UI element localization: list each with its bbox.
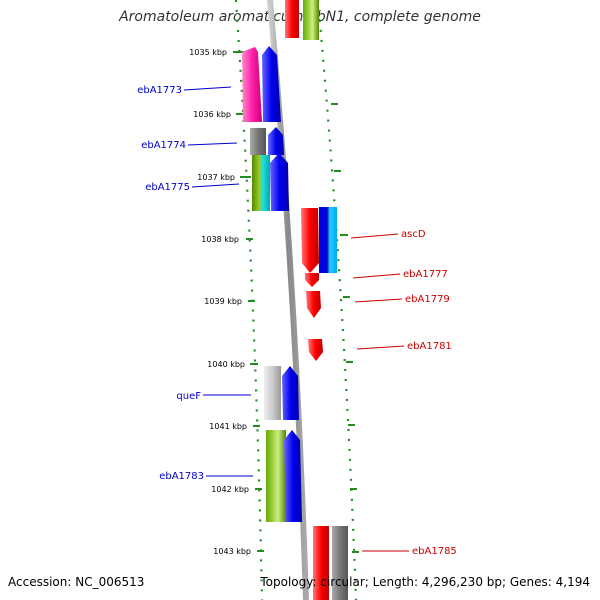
tick-label: 1039 kbp xyxy=(204,297,242,306)
gene-ebA1779-arrow xyxy=(306,291,321,318)
gene-top-green xyxy=(303,0,319,40)
gene-ebA1783-box xyxy=(266,430,286,522)
gene-ascD-arrow xyxy=(301,208,319,273)
gene-label-ebA1781: ebA1781 xyxy=(407,341,452,352)
gene-ebA1785-gray xyxy=(332,526,348,600)
gene-blue-arrow-3 xyxy=(270,153,289,211)
topology-text: Topology: circular; Length: 4,296,230 bp… xyxy=(260,575,590,589)
gene-label-ebA1779: ebA1779 xyxy=(405,294,450,305)
tick-1039: 1039 kbp xyxy=(204,297,255,306)
tick-label: 1040 kbp xyxy=(207,360,245,369)
tick-1043: 1043 kbp xyxy=(213,547,264,556)
gene-ebA1775-box xyxy=(252,155,270,211)
gene-label-ascD: ascD xyxy=(401,229,426,240)
gene-ebA1777-arrow xyxy=(305,273,319,287)
gene-label-queF: queF xyxy=(176,391,201,402)
gene-ebA1785-red xyxy=(313,526,329,600)
left-connectors xyxy=(183,86,253,477)
tick-label: 1043 kbp xyxy=(213,547,251,556)
gene-queF-arrow xyxy=(282,366,299,420)
gene-label-ebA1777: ebA1777 xyxy=(403,269,448,280)
map-title: Aromatoleum aromaticum EbN1, complete ge… xyxy=(119,9,481,25)
gene-ascD-box xyxy=(319,207,337,273)
gene-label-ebA1774: ebA1774 xyxy=(141,140,186,151)
tick-1041: 1041 kbp xyxy=(209,422,260,431)
right-dotted-arc xyxy=(316,0,358,600)
tick-label: 1036 kbp xyxy=(193,110,231,119)
gene-queF-box xyxy=(264,366,281,420)
gene-ebA1774-box xyxy=(250,128,266,155)
tick-label: 1035 kbp xyxy=(189,48,227,57)
tick-1042: 1042 kbp xyxy=(211,485,262,494)
tick-label: 1037 kbp xyxy=(197,173,235,182)
tick-1036: 1036 kbp xyxy=(193,110,247,119)
tick-1038: 1038 kbp xyxy=(201,235,253,244)
gene-label-ebA1783: ebA1783 xyxy=(159,471,204,482)
tick-label: 1042 kbp xyxy=(211,485,249,494)
gene-ebA1783-arrow xyxy=(284,430,302,522)
gene-label-ebA1775: ebA1775 xyxy=(145,182,190,193)
gene-top-red xyxy=(285,0,299,38)
gene-ebA1773-arrow xyxy=(242,47,262,122)
right-connectors xyxy=(350,233,409,552)
gene-label-ebA1785: ebA1785 xyxy=(412,546,457,557)
gene-label-ebA1773: ebA1773 xyxy=(137,85,182,96)
gene-blue-arrow-1 xyxy=(262,46,281,122)
tick-1035: 1035 kbp xyxy=(189,48,244,57)
tick-1037: 1037 kbp xyxy=(197,173,251,182)
gene-blue-arrow-2 xyxy=(268,127,284,155)
accession-text: Accession: NC_006513 xyxy=(8,575,145,589)
tick-1040: 1040 kbp xyxy=(207,360,258,369)
right-ticks xyxy=(331,103,359,553)
gene-ebA1781-arrow xyxy=(308,339,323,361)
tick-label: 1041 kbp xyxy=(209,422,247,431)
tick-label: 1038 kbp xyxy=(201,235,239,244)
